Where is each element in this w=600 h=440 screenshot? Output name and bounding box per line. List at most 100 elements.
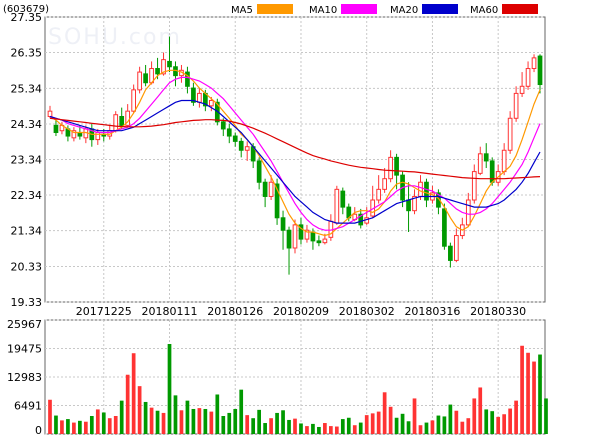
date-tick-label: 20180126 xyxy=(207,305,263,318)
candle-body xyxy=(513,92,519,119)
volume-bar xyxy=(203,408,208,434)
candle xyxy=(137,66,142,94)
volume-bar xyxy=(245,415,250,434)
volume-bar xyxy=(430,420,435,434)
candle xyxy=(358,208,364,229)
volume-bar xyxy=(370,413,375,434)
candle-body xyxy=(310,231,316,242)
candle-body xyxy=(119,116,125,126)
volume-bar xyxy=(191,408,196,434)
watermark: SOHU.com xyxy=(48,25,182,50)
volume-bar xyxy=(346,417,351,434)
candle xyxy=(71,127,77,142)
date-tick-label: 20180209 xyxy=(273,305,329,318)
candle xyxy=(119,107,125,129)
candles xyxy=(47,36,543,275)
price-axis: 27.35 26.35 25.34 24.34 23.34 22.34 21.34 20.33… xyxy=(11,11,43,309)
candle xyxy=(232,132,238,147)
volume-bar xyxy=(323,423,327,434)
candle-body xyxy=(137,71,142,91)
candle-body xyxy=(256,160,262,183)
volume-bar xyxy=(48,399,52,434)
candle xyxy=(316,235,322,247)
candle xyxy=(274,178,280,225)
candle xyxy=(513,86,519,122)
volume-tick-label: 12983 xyxy=(7,371,42,384)
date-tick-label: 20180111 xyxy=(142,305,198,318)
volume-bar xyxy=(538,354,542,434)
candle-body xyxy=(519,85,525,94)
volume-bar xyxy=(89,416,94,434)
volume-bar xyxy=(54,415,58,434)
candle-body xyxy=(322,238,328,244)
candle xyxy=(286,226,292,275)
candle-body xyxy=(286,229,292,249)
candle-body xyxy=(262,181,268,197)
volume-bar xyxy=(125,374,130,434)
candle xyxy=(453,228,459,263)
candle-body xyxy=(406,199,411,212)
candle xyxy=(328,214,334,241)
volume-bar xyxy=(484,409,489,434)
candle xyxy=(364,207,370,225)
volume-bar xyxy=(299,423,303,434)
candle-body xyxy=(453,235,459,261)
volume-bar xyxy=(436,415,441,434)
volume-bar xyxy=(275,412,279,434)
date-axis: 20171225 20180111 20180126 20180209 20180302… xyxy=(76,305,526,318)
candle-body xyxy=(525,68,531,87)
volume-bar xyxy=(78,420,82,434)
candle-body xyxy=(388,156,393,180)
volume-bar xyxy=(263,423,267,434)
candle-body xyxy=(471,171,477,201)
volume-bar xyxy=(239,389,244,434)
candle-body xyxy=(501,149,507,173)
volume-bar xyxy=(83,421,88,434)
candle-body xyxy=(232,135,238,142)
candle xyxy=(262,178,268,208)
volume-bar xyxy=(352,425,357,434)
volume-bar xyxy=(251,418,256,434)
candle-body xyxy=(220,121,226,130)
candle xyxy=(220,118,226,137)
volume-bar xyxy=(131,353,136,434)
volume-bar xyxy=(526,352,530,434)
legend-label: MA20 xyxy=(390,5,418,16)
candle xyxy=(268,175,274,201)
volume-bar xyxy=(382,392,387,434)
ma10-line xyxy=(49,76,541,231)
volume-bar xyxy=(209,411,214,434)
candle xyxy=(376,175,382,204)
volume-bar xyxy=(143,401,148,434)
candle-body xyxy=(185,71,190,87)
candle xyxy=(185,66,190,94)
volume-bar xyxy=(454,410,459,434)
volume-bar xyxy=(334,426,339,434)
price-tick-label: 21.34 xyxy=(11,225,43,238)
candle xyxy=(95,128,101,145)
price-tick-label: 23.34 xyxy=(11,154,43,167)
candle xyxy=(197,88,202,108)
price-grid xyxy=(44,16,546,303)
candle-body xyxy=(448,245,453,261)
volume-bar xyxy=(329,426,333,434)
volume-bar xyxy=(257,409,261,434)
volume-bar xyxy=(149,407,154,434)
volume-bar xyxy=(466,418,471,434)
volume-bar xyxy=(490,411,495,434)
candle xyxy=(483,143,489,169)
volume-bar xyxy=(406,421,411,434)
candle-body xyxy=(226,128,232,137)
volume-bar xyxy=(197,408,202,434)
candle xyxy=(179,64,184,83)
candle-body xyxy=(292,224,298,249)
volume-bar xyxy=(113,416,118,434)
candle-body xyxy=(274,183,280,219)
volume-bar xyxy=(173,395,178,434)
candle-body xyxy=(161,59,166,75)
legend-swatch xyxy=(257,4,293,14)
date-tick-label: 20180316 xyxy=(404,305,460,318)
volume-bar xyxy=(496,416,501,434)
candle-body xyxy=(268,181,274,197)
